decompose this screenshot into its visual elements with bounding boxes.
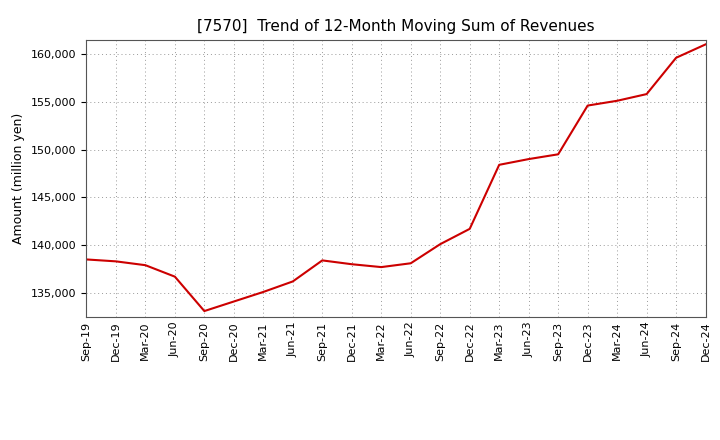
Title: [7570]  Trend of 12-Month Moving Sum of Revenues: [7570] Trend of 12-Month Moving Sum of R… xyxy=(197,19,595,34)
Y-axis label: Amount (million yen): Amount (million yen) xyxy=(12,113,25,244)
